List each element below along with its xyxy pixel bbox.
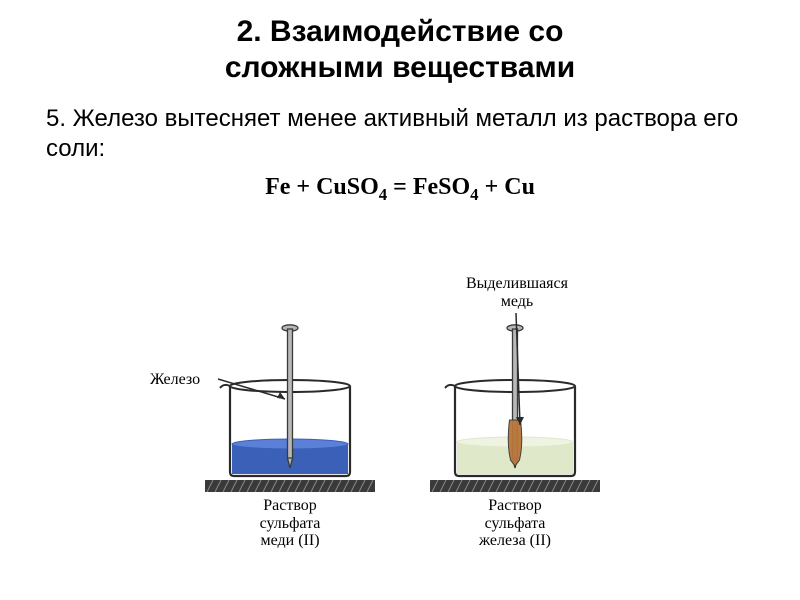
title-line-2: сложными веществами [225, 51, 575, 84]
caption-right: Раствор сульфата железа (II) [450, 497, 580, 550]
title-line-1: 2. Взаимодействие со [237, 15, 564, 48]
page-title: 2. Взаимодействие со сложными веществами [0, 0, 800, 86]
label-copper-released: Выделившаяся медь [442, 275, 592, 310]
eq-sub-1: 4 [379, 185, 387, 204]
chemical-equation: Fe + CuSO4 = FeSO4 + Cu [0, 164, 800, 205]
experiment-diagram: Железо Выделившаяся медь Раствор сульфат… [140, 275, 660, 575]
label-iron: Железо [150, 371, 200, 389]
eq-sub-3: 4 [470, 185, 478, 204]
eq-part-2: = FeSO [387, 174, 470, 200]
subtitle: 5. Железо вытесняет менее активный метал… [0, 86, 800, 164]
caption-left: Раствор сульфата меди (II) [225, 497, 355, 550]
eq-part-0: Fe + CuSO [265, 174, 379, 200]
eq-part-4: + Cu [479, 174, 535, 200]
